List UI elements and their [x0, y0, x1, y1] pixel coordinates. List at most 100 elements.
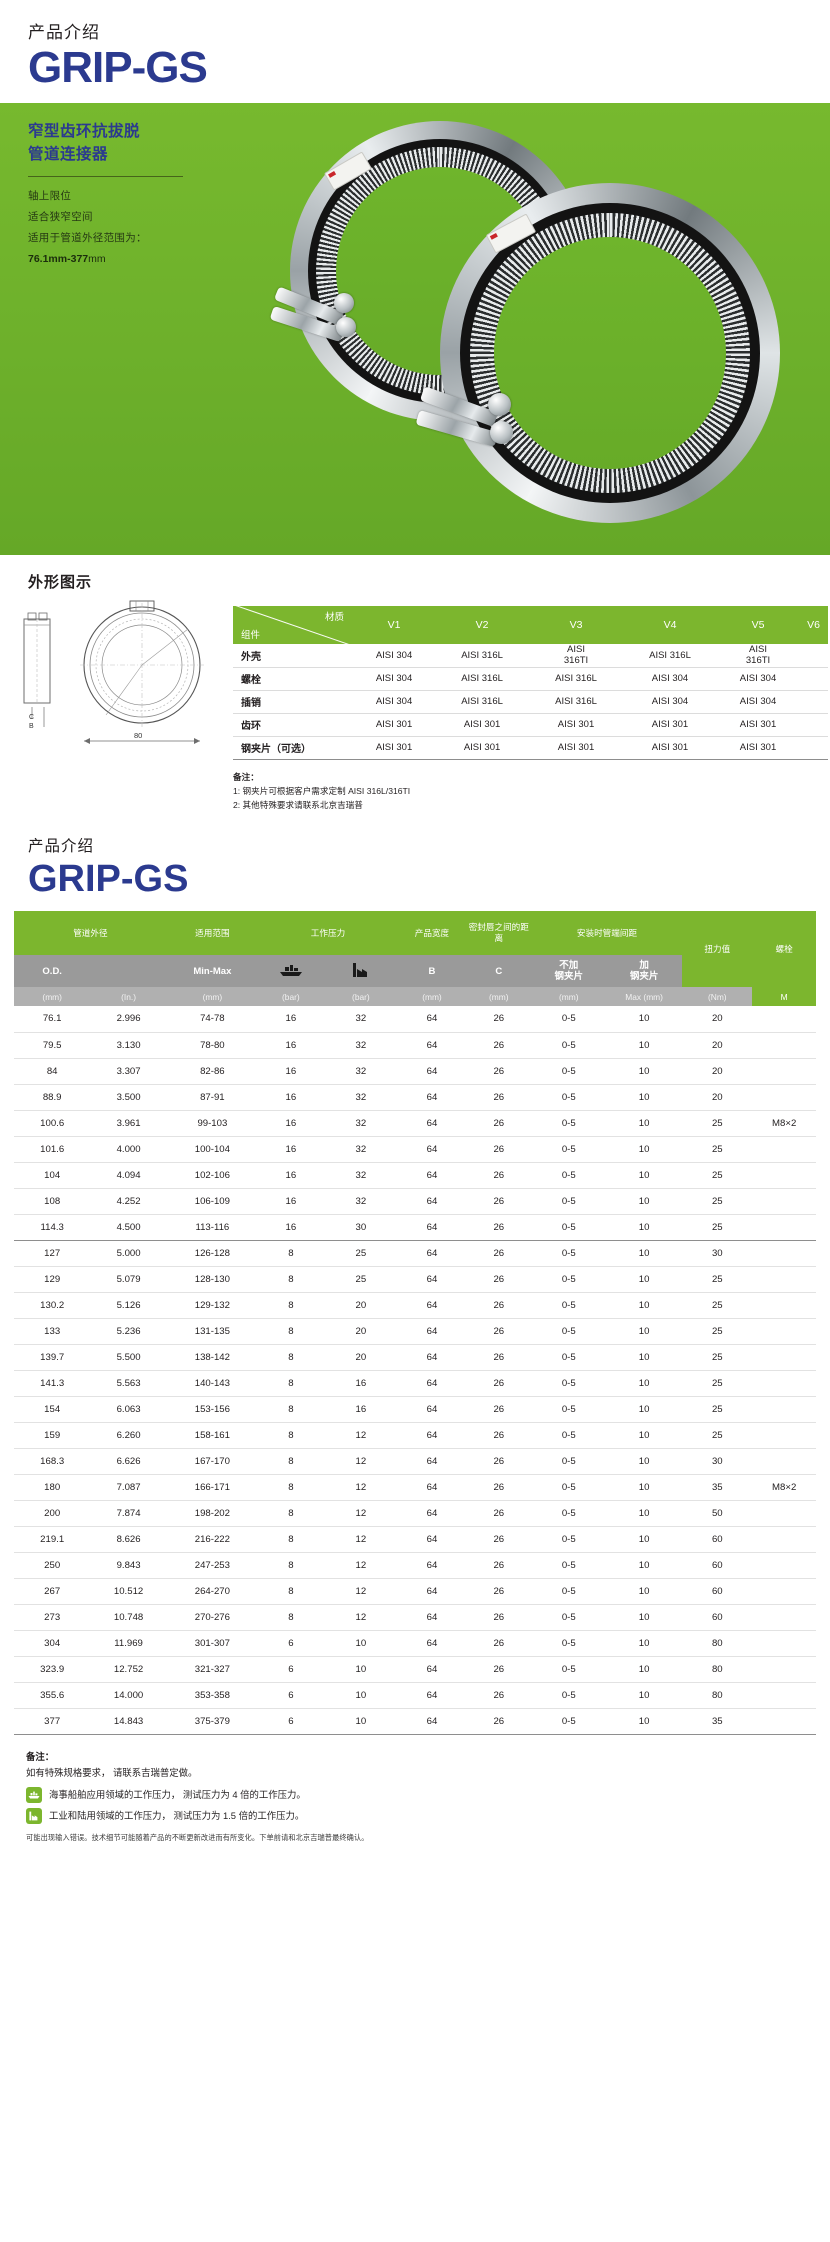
spec-cell-bolt: [752, 1604, 816, 1631]
spec-cell-gap: 0-5: [531, 1240, 606, 1267]
spec-table-row: 101.6 4.000 100-104 16 32 64 26 0-5 10 25: [14, 1136, 816, 1163]
spec-cell-pressure-industrial: 32: [323, 1136, 399, 1163]
material-cell-v2: AISI 301: [435, 736, 530, 760]
spec-cell-bolt: [752, 1084, 816, 1111]
material-cell-v2: AISI 316L: [435, 644, 530, 668]
spec-cell-bolt: [752, 1292, 816, 1319]
spec-group-pipe-gap: 安装时管端间距: [531, 911, 683, 956]
spec-group-pressure: 工作压力: [257, 911, 399, 956]
clamp-bolt-head-front-2: [490, 421, 513, 445]
footer-line-1: 如有特殊规格要求， 请联系吉瑞普定做。: [26, 1767, 198, 1779]
spec-cell-bolt: M8×2: [752, 1110, 816, 1137]
spec-table-row: 273 10.748 270-276 8 12 64 26 0-5 10 60: [14, 1604, 816, 1631]
spec-cell-max: 10: [605, 1630, 683, 1657]
spec-table-row: 76.1 2.996 74-78 16 32 64 26 0-5 10 20: [14, 1006, 816, 1033]
spec-cell-c: 26: [465, 1084, 532, 1111]
material-cell-v2: AISI 316L: [435, 667, 530, 691]
hero-title-line1: 窄型齿环抗拔脱: [28, 123, 141, 141]
spec-cell-c: 26: [465, 1474, 532, 1501]
spec-cell-b: 64: [398, 1448, 466, 1475]
footer-marine-text: 海事船舶应用领域的工作压力， 测试压力为 4 倍的工作压力。: [49, 1788, 306, 1800]
spec-cell-minmax: 167-170: [166, 1448, 258, 1475]
material-table: 材质 组件 V1 V2 V3 V4 V5 V6 外壳 AISI 304 AISI 3…: [233, 606, 828, 760]
spec-cell-max: 10: [605, 1500, 683, 1527]
spec-cell-b: 64: [398, 1500, 466, 1527]
spec-cell-pressure-marine: 16: [257, 1084, 324, 1111]
spec-cell-torque: 30: [682, 1240, 753, 1267]
spec-cell-minmax: 353-358: [166, 1682, 258, 1709]
spec-cell-pressure-marine: 8: [257, 1500, 324, 1527]
spec-cell-gap: 0-5: [531, 1110, 606, 1137]
spec-cell-torque: 60: [682, 1604, 753, 1631]
hero-bullet-3: 适用于管道外径范围为：: [28, 232, 147, 245]
spec-cell-torque: 25: [682, 1292, 753, 1319]
spec-cell-torque: 80: [682, 1682, 753, 1709]
spec-cell-inch: 5.126: [90, 1292, 167, 1319]
spec-cell-inch: 3.307: [90, 1058, 167, 1085]
spec-unit-p2: (bar): [323, 987, 399, 1007]
spec-cell-max: 10: [605, 1188, 683, 1215]
spec-cell-pressure-marine: 8: [257, 1318, 324, 1345]
footer-notes: 备注： 如有特殊规格要求， 请联系吉瑞普定做。 海事船舶应用领域的工作压力， 测…: [26, 1749, 830, 1844]
material-row-label: 钢夹片（可选）: [233, 736, 353, 760]
spec-cell-torque: 25: [682, 1188, 753, 1215]
spec-table-row: 180 7.087 166-171 8 12 64 26 0-5 10 35 M8×2: [14, 1474, 816, 1501]
spec-cell-c: 26: [465, 1526, 532, 1553]
spec-cell-pressure-industrial: 20: [323, 1318, 399, 1345]
material-cell-v3: AISI 301: [529, 713, 624, 737]
spec-cell-pressure-marine: 8: [257, 1552, 324, 1579]
spec-table-row: 355.6 14.000 353-358 6 10 64 26 0-5 10 80: [14, 1682, 816, 1709]
spec-cell-b: 64: [398, 1370, 466, 1397]
spec-cell-bolt: [752, 1656, 816, 1683]
spec-cell-pressure-industrial: 12: [323, 1578, 399, 1605]
spec-cell-pressure-marine: 8: [257, 1526, 324, 1553]
material-col-v1: V1: [353, 606, 436, 645]
spec-sub-minmax: Min-Max: [166, 955, 258, 988]
spec-cell-od: 200: [14, 1500, 91, 1527]
spec-cell-minmax: 166-171: [166, 1474, 258, 1501]
spec-cell-gap: 0-5: [531, 1370, 606, 1397]
spec-cell-pressure-marine: 8: [257, 1240, 324, 1267]
page-kicker-2: 产品介绍: [28, 838, 95, 856]
spec-cell-max: 10: [605, 1370, 683, 1397]
spec-cell-max: 10: [605, 1162, 683, 1189]
spec-cell-max: 10: [605, 1682, 683, 1709]
spec-cell-inch: 5.079: [90, 1266, 167, 1293]
spec-cell-bolt: [752, 1370, 816, 1397]
spec-cell-torque: 20: [682, 1006, 753, 1033]
spec-cell-torque: 20: [682, 1032, 753, 1059]
hero-copy-block: 窄型齿环抗拔脱 管道连接器 轴上限位 适合狭窄空间 适用于管道外径范围为： 76…: [28, 121, 243, 265]
spec-sub-header-row: O.D. Min-Max: [14, 955, 816, 988]
spec-cell-gap: 0-5: [531, 1188, 606, 1215]
spec-sub-with-clip: 加 钢夹片: [605, 955, 683, 988]
hero-bullet-2: 适合狭窄空间: [28, 211, 93, 224]
material-table-wrap: 材质 组件 V1 V2 V3 V4 V5 V6 外壳 AISI 304 AISI 3…: [233, 592, 830, 760]
spec-cell-gap: 0-5: [531, 1136, 606, 1163]
spec-cell-bolt: [752, 1552, 816, 1579]
spec-cell-b: 64: [398, 1396, 466, 1423]
spec-cell-b: 64: [398, 1136, 466, 1163]
spec-cell-inch: 8.626: [90, 1526, 167, 1553]
spec-cell-c: 26: [465, 1630, 532, 1657]
spec-cell-bolt: [752, 1188, 816, 1215]
hero-banner: 窄型齿环抗拔脱 管道连接器 轴上限位 适合狭窄空间 适用于管道外径范围为： 76…: [0, 103, 830, 556]
spec-unit-in: (In.): [90, 987, 167, 1007]
spec-cell-pressure-marine: 8: [257, 1448, 324, 1475]
spec-cell-inch: 3.500: [90, 1084, 167, 1111]
spec-cell-c: 26: [465, 1448, 532, 1475]
spec-cell-pressure-industrial: 10: [323, 1708, 399, 1735]
spec-table-row: 304 11.969 301-307 6 10 64 26 0-5 10 80: [14, 1630, 816, 1657]
spec-cell-max: 10: [605, 1214, 683, 1241]
spec-cell-pressure-marine: 6: [257, 1682, 324, 1709]
corner-col-label: 材质: [324, 612, 344, 624]
spec-cell-pressure-marine: 6: [257, 1630, 324, 1657]
spec-cell-minmax: 128-130: [166, 1266, 258, 1293]
spec-cell-minmax: 158-161: [166, 1422, 258, 1449]
dim-label-c: C: [29, 714, 34, 721]
spec-group-lip-distance: 密封唇之间的距离: [465, 911, 532, 956]
spec-cell-b: 64: [398, 1474, 466, 1501]
spec-cell-bolt: [752, 1058, 816, 1085]
spec-cell-inch: 3.130: [90, 1032, 167, 1059]
material-cell-v3: AISI 316L: [529, 690, 624, 714]
spec-cell-gap: 0-5: [531, 1422, 606, 1449]
